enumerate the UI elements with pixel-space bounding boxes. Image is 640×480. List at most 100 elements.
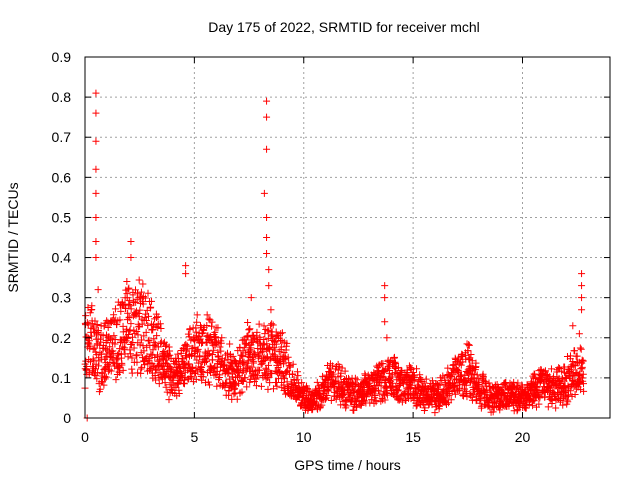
data-point (398, 367, 406, 375)
data-point (441, 380, 449, 388)
data-point (155, 380, 163, 388)
data-point (197, 363, 205, 371)
data-point (124, 334, 132, 342)
data-point (575, 378, 583, 386)
data-point (465, 355, 473, 363)
data-point (458, 381, 466, 389)
data-point (256, 366, 264, 374)
data-point (329, 362, 337, 370)
data-point (274, 375, 282, 383)
data-point (162, 356, 170, 364)
data-point (381, 396, 389, 404)
data-point (294, 372, 302, 380)
data-point (465, 341, 473, 349)
data-point (321, 395, 329, 403)
data-point (383, 334, 391, 342)
data-point (136, 306, 144, 314)
data-point (510, 378, 518, 386)
data-point (96, 385, 104, 393)
data-point (192, 375, 200, 383)
data-point (352, 397, 360, 405)
data-point (224, 369, 232, 377)
data-point (216, 343, 224, 351)
data-point (241, 336, 249, 344)
data-point (371, 392, 379, 400)
data-point (110, 332, 118, 340)
data-point (133, 358, 141, 366)
data-point (179, 355, 187, 363)
data-point (123, 325, 131, 333)
data-point (260, 189, 268, 197)
data-point (229, 352, 237, 360)
data-point (476, 399, 484, 407)
data-point (283, 339, 291, 347)
data-point (278, 329, 286, 337)
data-point (113, 356, 121, 364)
data-point (116, 345, 124, 353)
data-point (173, 368, 181, 376)
data-point (419, 399, 427, 407)
y-tick-label: 0.9 (52, 49, 72, 65)
chart-title: Day 175 of 2022, SRMTID for receiver mch… (208, 19, 480, 35)
data-point (101, 364, 109, 372)
data-point (242, 349, 250, 357)
data-point (398, 398, 406, 406)
data-point (220, 357, 228, 365)
data-point (132, 298, 140, 306)
data-point (522, 404, 530, 412)
data-point (102, 373, 110, 381)
data-point (92, 165, 100, 173)
data-point (174, 350, 182, 358)
data-point (123, 278, 131, 286)
data-point (463, 393, 471, 401)
data-point (250, 359, 258, 367)
data-point (485, 402, 493, 410)
data-point (569, 377, 577, 385)
data-point (544, 403, 552, 411)
data-point (560, 383, 568, 391)
data-point (579, 370, 587, 378)
data-point (241, 374, 249, 382)
data-point (257, 382, 265, 390)
y-tick-label: 0.5 (52, 209, 72, 225)
data-point (271, 346, 279, 354)
data-point (338, 364, 346, 372)
data-point (185, 360, 193, 368)
data-point (448, 370, 456, 378)
data-point (86, 309, 94, 317)
data-point (379, 360, 387, 368)
data-point (241, 340, 249, 348)
data-point (125, 296, 133, 304)
data-point (154, 324, 162, 332)
data-point (208, 318, 216, 326)
data-point (182, 352, 190, 360)
data-point (226, 340, 234, 348)
data-point (411, 376, 419, 384)
data-point (161, 379, 169, 387)
data-point (100, 381, 108, 389)
data-point (489, 408, 497, 416)
data-point (467, 350, 475, 358)
data-point (263, 113, 271, 121)
data-point (154, 351, 162, 359)
data-point (135, 310, 143, 318)
data-point (146, 365, 154, 373)
y-tick-label: 0.8 (52, 89, 72, 105)
data-point (578, 282, 586, 290)
data-point (203, 311, 211, 319)
y-tick-label: 0.6 (52, 169, 72, 185)
data-point (535, 400, 543, 408)
data-point (238, 351, 246, 359)
data-point (133, 327, 141, 335)
data-point (161, 342, 169, 350)
data-point (121, 339, 129, 347)
data-point (128, 354, 136, 362)
data-point (217, 339, 225, 347)
data-point (447, 396, 455, 404)
data-point (284, 353, 292, 361)
data-point (165, 396, 173, 404)
data-point (208, 322, 216, 330)
data-point (149, 346, 157, 354)
data-point (166, 364, 174, 372)
